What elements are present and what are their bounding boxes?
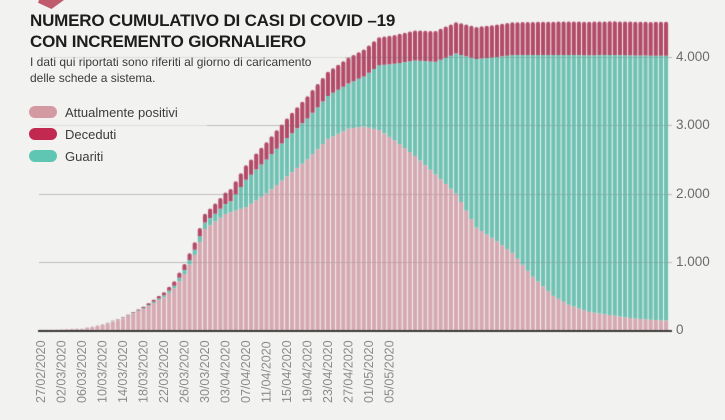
x-tick-label: 07/04/2020: [239, 340, 253, 403]
x-tick-label: 02/03/2020: [54, 340, 69, 403]
y-tick-label: 3.000: [676, 117, 710, 133]
x-tick-label: 27/02/2020: [34, 340, 48, 403]
x-tick-label: 15/04/2020: [280, 340, 294, 403]
x-tick-label: 03/04/2020: [218, 340, 233, 403]
x-tick-label: 27/04/2020: [341, 340, 356, 403]
x-tick-label: 10/03/2020: [95, 340, 110, 403]
x-tick-label: 19/04/2020: [300, 340, 315, 403]
x-tick-label: 11/04/2020: [259, 341, 274, 403]
x-tick-label: 18/03/2020: [136, 340, 151, 403]
x-tick-label: 22/03/2020: [157, 340, 171, 403]
y-tick-label: 1.000: [676, 253, 710, 269]
x-tick-label: 30/03/2020: [198, 340, 212, 403]
x-tick-label: 23/04/2020: [320, 340, 335, 403]
x-tick-label: 26/03/2020: [177, 340, 192, 403]
x-tick-label: 05/05/2020: [382, 340, 397, 403]
y-tick-label: 4.000: [676, 49, 710, 64]
x-tick-label: 14/03/2020: [116, 340, 130, 403]
y-tick-label: 2.000: [676, 185, 710, 201]
x-tick-label: 06/03/2020: [75, 340, 89, 403]
y-tick-label: 0: [676, 322, 684, 337]
x-tick-label: 01/05/2020: [361, 340, 376, 403]
